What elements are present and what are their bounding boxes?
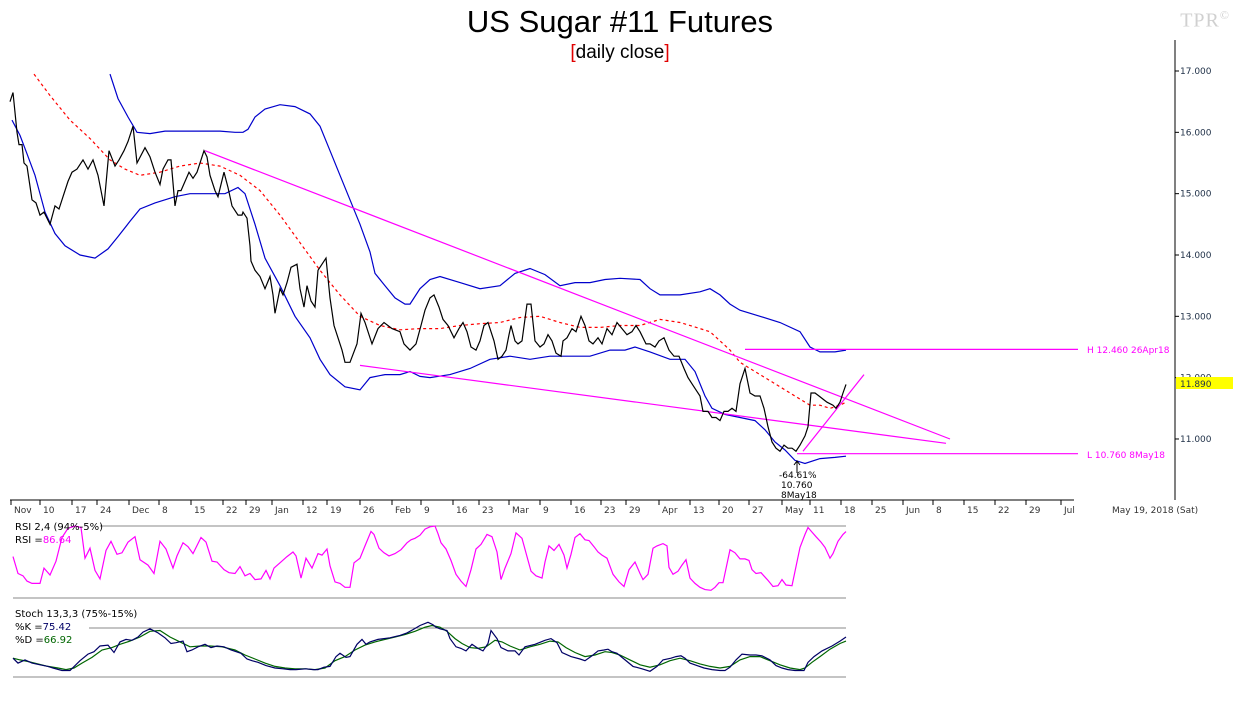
x-tick-label: 13	[693, 506, 704, 516]
x-tick-label: Dec	[132, 506, 149, 516]
x-tick-label: 9	[543, 506, 549, 516]
low-level-label: L 10.760 8May18	[1087, 451, 1165, 461]
x-tick-label: 29	[1029, 506, 1041, 516]
stoch-panel: Stoch 13,3,3 (75%-15%) %K =75.42 %D =66.…	[12, 609, 847, 678]
x-tick-label: 29	[629, 506, 641, 516]
trendline-1	[359, 364, 947, 444]
chart-title: US Sugar #11 Futures	[466, 4, 774, 39]
x-tick-label: 26	[363, 506, 375, 516]
y-tick-label: 17.000	[1180, 67, 1212, 77]
watermark-logo: TPR©	[1180, 8, 1230, 33]
current-date-label: May 19, 2018 (Sat)	[1112, 506, 1198, 516]
moving-average-line	[33, 73, 847, 409]
x-tick-label: 16	[456, 506, 468, 516]
x-tick-label: 11	[813, 506, 824, 516]
bollinger-lower-line	[11, 119, 847, 465]
x-tick-label: Apr	[662, 506, 678, 516]
stoch-k-row: %K =75.42	[15, 622, 71, 633]
y-tick-label: 14.000	[1180, 251, 1212, 261]
x-tick-label: 10	[43, 506, 55, 516]
x-axis: Nov 10 17 24 Dec 8 15 22 29 Jan 12 19 26 Feb 9 16 23 Mar 9…	[10, 499, 1198, 516]
x-tick-label: 23	[482, 506, 493, 516]
high-level-label: H 12.460 26Apr18	[1087, 346, 1170, 356]
x-tick-label: 27	[752, 506, 763, 516]
stoch-d-line	[12, 624, 847, 671]
price-panel: 17.00016.00015.00014.00013.00012.00011.0…	[9, 40, 1233, 501]
low-pct-label: -64.61%	[779, 471, 817, 481]
price-line	[9, 92, 847, 453]
rsi-value-row: RSI =86.64	[15, 535, 71, 546]
stoch-k-label: %K =	[15, 622, 43, 633]
rsi-title: RSI 2,4 (94%-5%)	[15, 522, 103, 533]
low-marker: -64.61% 10.760 8May18	[779, 460, 817, 501]
chart-subtitle: [daily close]	[0, 42, 1240, 64]
x-tick-label: Jul	[1063, 506, 1075, 516]
x-tick-label: 8	[162, 506, 168, 516]
rsi-value: 86.64	[43, 535, 72, 546]
x-tick-label: 29	[249, 506, 261, 516]
trendlines	[204, 150, 1078, 455]
x-tick-label: 22	[226, 506, 237, 516]
stoch-k-line	[12, 621, 847, 672]
x-tick-label: Jun	[905, 506, 920, 516]
low-date-label: 8May18	[781, 491, 817, 501]
trendline-2	[802, 374, 865, 452]
x-tick-label: May	[785, 506, 804, 516]
stoch-title: Stoch 13,3,3 (75%-15%)	[15, 609, 137, 620]
stoch-d-value: 66.92	[44, 635, 73, 646]
x-tick-label: 15	[967, 506, 978, 516]
x-tick-label: Mar	[512, 506, 529, 516]
x-tick-label: 24	[100, 506, 112, 516]
rsi-line	[12, 525, 847, 591]
subtitle-bracket-close: ]	[664, 42, 670, 63]
stoch-k-value: 75.42	[43, 622, 72, 633]
x-tick-label: 25	[875, 506, 886, 516]
x-tick-label: Feb	[395, 506, 411, 516]
x-tick-label: 16	[574, 506, 586, 516]
x-tick-label: 23	[604, 506, 615, 516]
rsi-panel: RSI 2,4 (94%-5%) RSI =86.64	[12, 522, 847, 599]
low-value-label: 10.760	[781, 481, 813, 491]
x-tick-label: 22	[998, 506, 1009, 516]
y-tick-label: 16.000	[1180, 128, 1212, 138]
x-axis-ticks: Nov 10 17 24 Dec 8 15 22 29 Jan 12 19 26 Feb 9 16 23 Mar 9…	[10, 500, 1075, 516]
y-tick-label: 13.000	[1180, 312, 1212, 322]
watermark-text: TPR	[1180, 9, 1220, 32]
x-tick-label: 9	[424, 506, 430, 516]
x-tick-label: 18	[844, 506, 856, 516]
copyright-icon: ©	[1219, 8, 1230, 22]
subtitle-text: daily close	[575, 42, 665, 63]
last-price-label: 11.890	[1180, 380, 1212, 390]
x-tick-label: 17	[75, 506, 86, 516]
x-tick-label: Nov	[14, 506, 32, 516]
x-tick-label: 19	[330, 506, 342, 516]
subtitle-bracket-open: [	[570, 42, 576, 63]
y-tick-label: 15.000	[1180, 190, 1212, 200]
bollinger-upper-line	[109, 73, 847, 353]
low-arrow-head-icon	[793, 460, 801, 466]
stoch-d-label: %D =	[15, 635, 44, 646]
x-tick-label: 8	[936, 506, 942, 516]
x-tick-label: 12	[306, 506, 317, 516]
last-price-highlight	[1176, 377, 1233, 389]
trendline-0	[204, 150, 951, 440]
y-tick-label: 11.000	[1180, 435, 1212, 445]
stoch-d-row: %D =66.92	[15, 635, 72, 646]
x-tick-label: 20	[722, 506, 734, 516]
x-tick-label: Jan	[274, 506, 289, 516]
x-tick-label: 15	[194, 506, 205, 516]
rsi-value-label: RSI =	[15, 535, 43, 546]
